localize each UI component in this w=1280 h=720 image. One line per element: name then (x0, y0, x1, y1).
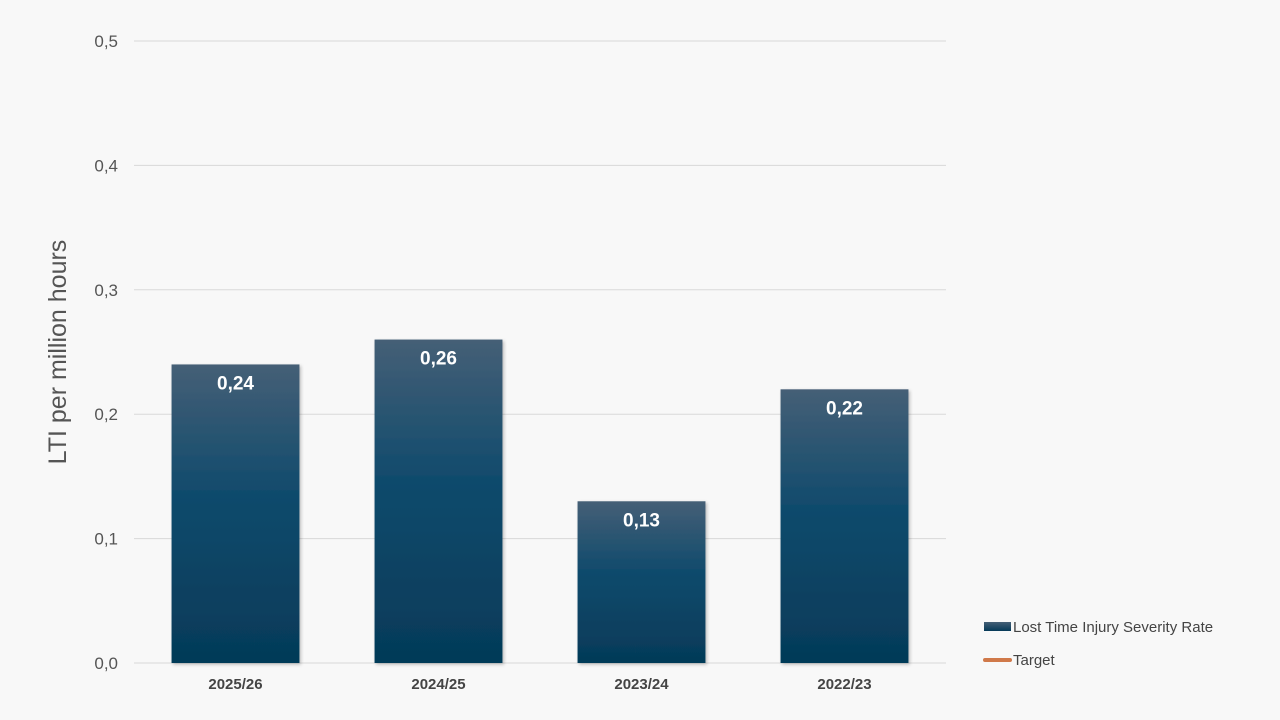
bar-data-label: 0,24 (217, 373, 254, 394)
bar (780, 389, 909, 663)
legend: Lost Time Injury Severity Rate Target (983, 619, 1213, 669)
y-tick-label: 0,0 (94, 654, 118, 673)
x-tick-label: 2023/24 (614, 676, 669, 693)
bar-data-label: 0,26 (420, 349, 457, 370)
y-tick-label: 0,2 (94, 405, 118, 424)
legend-swatch-bars (984, 622, 1011, 631)
bar (171, 364, 300, 663)
legend-label-bars: Lost Time Injury Severity Rate (1013, 619, 1213, 636)
legend-item-target: Target (983, 652, 1056, 669)
x-tick-label: 2024/25 (411, 676, 465, 693)
y-tick-label: 0,3 (94, 281, 118, 300)
legend-label-target: Target (1013, 652, 1056, 669)
y-tick-label: 0,4 (94, 156, 118, 175)
bar (374, 339, 503, 663)
legend-item-bars: Lost Time Injury Severity Rate (984, 619, 1213, 636)
y-tick-label: 0,1 (94, 530, 118, 549)
y-tick-label: 0,5 (94, 32, 118, 51)
bar-data-label: 0,22 (826, 398, 863, 419)
x-tick-label: 2025/26 (208, 676, 262, 693)
bar (577, 501, 706, 663)
bars: 0,24 0,26 0,13 0,22 (171, 339, 909, 663)
y-axis-ticks: 0,0 0,1 0,2 0,3 0,4 0,5 (94, 32, 118, 673)
bar-data-label: 0,13 (623, 510, 660, 531)
x-axis-ticks: 2025/26 2024/25 2023/24 2022/23 (208, 676, 871, 693)
x-tick-label: 2022/23 (817, 676, 871, 693)
y-axis-title: LTI per million hours (44, 240, 72, 465)
